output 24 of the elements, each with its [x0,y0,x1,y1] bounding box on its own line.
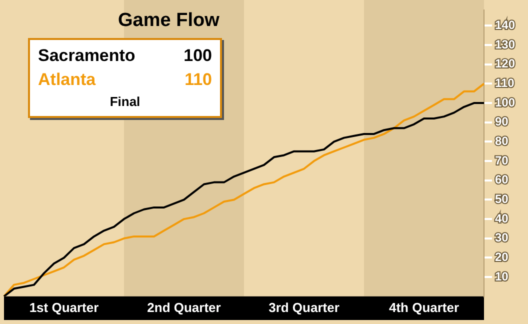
x-tick-label: 1st Quarter [29,300,99,315]
x-tick-label: 3rd Quarter [268,300,340,315]
y-tick-label: 120 [495,56,516,71]
y-tick-label: 20 [495,250,509,264]
annotation: 110 [184,69,212,91]
chart-title: Game Flow [118,10,220,32]
y-tick-label: 60 [495,172,509,187]
y-tick-label: 10 [495,269,509,284]
y-tick-label: 90 [495,114,509,129]
x-tick-label: 2nd Quarter [147,300,221,315]
y-tick-label: 130 [495,37,516,52]
y-tick-label: 70 [495,153,509,168]
y-tick-label: 80 [495,134,509,148]
annotation: 100 [184,45,212,67]
y-tick-label: 30 [495,230,509,245]
text: Atlanta [38,69,96,91]
y-tick-label: 40 [495,211,509,226]
y-tick-label: 100 [495,95,516,110]
y-tick-label: 110 [495,76,515,90]
y-tick-label: 50 [495,192,509,206]
text: Sacramento [38,45,136,67]
x-tick-label: 4th Quarter [388,300,460,315]
y-tick-label: 140 [495,18,516,32]
annotation: Final [108,93,142,111]
